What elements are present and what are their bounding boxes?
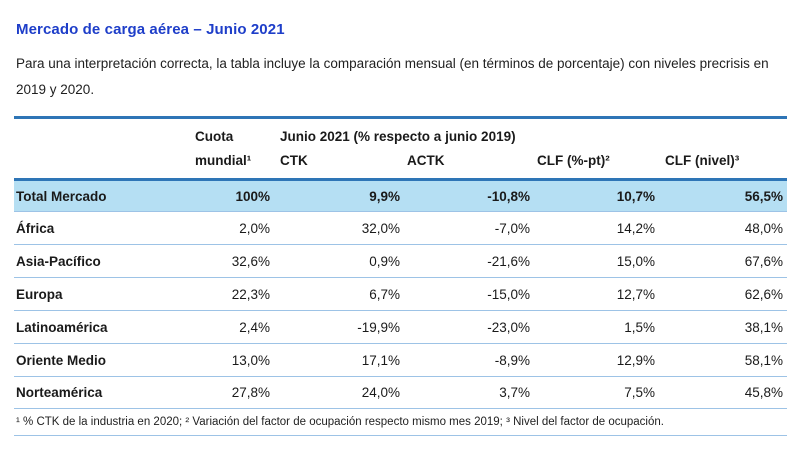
cell-clf-pt: 15,0%	[616, 253, 655, 269]
cell-cuota-mundial: 2,4%	[239, 319, 270, 335]
cell-cuota-mundial: 27,8%	[231, 385, 270, 400]
report-page: Mercado de carga aérea – Junio 2021 Para…	[14, 21, 787, 436]
table-row-africa: África 2,0% 32,0% -7,0% 14,2% 48,0%	[14, 211, 787, 244]
table-row-asia-pacifico: Asia-Pacífico 32,6% 0,9% -21,6% 15,0% 67…	[14, 244, 787, 277]
cell-ctk: 6,7%	[369, 286, 400, 302]
column-group-header-junio-2021: Junio 2021 (% respecto a junio 2019)	[280, 128, 516, 144]
row-label: África	[16, 220, 55, 236]
cell-ctk: 24,0%	[361, 385, 400, 400]
column-header-clf-pt: CLF (%-pt)²	[537, 152, 610, 168]
cell-clf-nivel: 67,6%	[744, 253, 783, 269]
cell-clf-nivel: 38,1%	[744, 319, 783, 335]
cell-actk: 3,7%	[499, 385, 530, 400]
cell-ctk: -19,9%	[357, 319, 400, 335]
page-title: Mercado de carga aérea – Junio 2021	[16, 21, 285, 38]
cell-clf-pt: 1,5%	[624, 319, 655, 335]
cell-clf-pt: 12,9%	[616, 352, 655, 368]
column-header-clf-nivel: CLF (nivel)³	[665, 152, 740, 168]
cell-clf-pt: 14,2%	[616, 220, 655, 236]
cell-clf-pt: 12,7%	[616, 286, 655, 302]
table-row-europa: Europa 22,3% 6,7% -15,0% 12,7% 62,6%	[14, 277, 787, 310]
table-row-norteamerica: Norteamérica 27,8% 24,0% 3,7% 7,5% 45,8%	[14, 376, 787, 409]
table-footnote: ¹ % CTK de la industria en 2020; ² Varia…	[14, 409, 787, 436]
cell-ctk: 17,1%	[361, 352, 400, 368]
cell-cuota-mundial: 2,0%	[239, 220, 270, 236]
row-label: Norteamérica	[16, 385, 103, 400]
cell-actk: -15,0%	[487, 286, 530, 302]
cell-actk: -23,0%	[487, 319, 530, 335]
table-header: Cuota mundial¹ Junio 2021 (% respecto a …	[14, 116, 787, 181]
row-label: Europa	[16, 286, 63, 302]
cell-actk: -8,9%	[494, 352, 530, 368]
row-label: Total Mercado	[16, 188, 107, 204]
cell-cuota-mundial: 13,0%	[231, 352, 270, 368]
cell-actk: -7,0%	[494, 220, 530, 236]
column-header-cuota-line2: mundial¹	[195, 152, 252, 168]
column-header-actk: ACTK	[407, 152, 445, 168]
row-label: Asia-Pacífico	[16, 253, 101, 269]
table-row-latinoamerica: Latinoamérica 2,4% -19,9% -23,0% 1,5% 38…	[14, 310, 787, 343]
cell-ctk: 32,0%	[361, 220, 400, 236]
column-header-ctk: CTK	[280, 152, 308, 168]
cell-clf-nivel: 48,0%	[744, 220, 783, 236]
cell-cuota-mundial: 32,6%	[231, 253, 270, 269]
cell-clf-nivel: 56,5%	[744, 188, 783, 204]
table-row-total-mercado: Total Mercado 100% 9,9% -10,8% 10,7% 56,…	[14, 181, 787, 211]
row-label: Latinoamérica	[16, 319, 108, 335]
cell-ctk: 0,9%	[369, 253, 400, 269]
cell-clf-pt: 7,5%	[624, 385, 655, 400]
cell-actk: -10,8%	[487, 188, 530, 204]
cell-actk: -21,6%	[487, 253, 530, 269]
cell-clf-nivel: 45,8%	[744, 385, 783, 400]
cell-clf-nivel: 58,1%	[744, 352, 783, 368]
column-header-cuota-line1: Cuota	[195, 128, 234, 144]
table-row-oriente-medio: Oriente Medio 13,0% 17,1% -8,9% 12,9% 58…	[14, 343, 787, 376]
cell-clf-pt: 10,7%	[616, 188, 655, 204]
cell-ctk: 9,9%	[369, 188, 400, 204]
air-cargo-market-table: Cuota mundial¹ Junio 2021 (% respecto a …	[14, 116, 787, 436]
cell-clf-nivel: 62,6%	[744, 286, 783, 302]
intro-text: Para una interpretación correcta, la tab…	[16, 56, 769, 97]
row-label: Oriente Medio	[16, 352, 107, 368]
cell-cuota-mundial: 22,3%	[231, 286, 270, 302]
cell-cuota-mundial: 100%	[235, 188, 270, 204]
